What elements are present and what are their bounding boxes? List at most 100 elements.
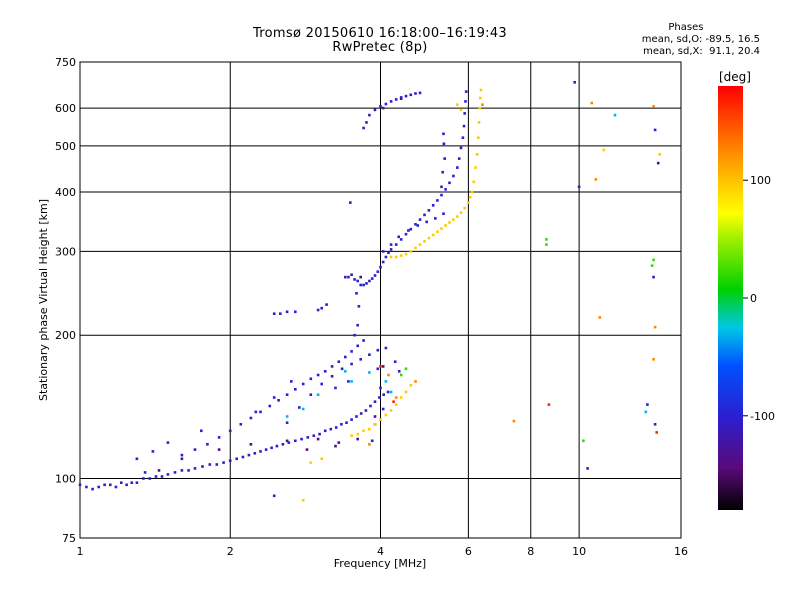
echo-point [373,400,377,403]
echo-point [368,279,371,283]
echo-point [193,448,197,451]
echo-point [594,178,598,181]
colorbar-label: [deg] [719,70,751,84]
y-tick-label: 600 [55,102,76,115]
echo-point [318,432,321,436]
echo-point [423,213,426,217]
echo-point [166,441,170,444]
echo-point [97,485,100,489]
x-tick-label: 8 [527,545,534,558]
echo-point [228,459,232,462]
echo-point [431,204,435,207]
echo-point [379,386,382,390]
echo-point [418,91,422,95]
echo-point [389,100,393,103]
echo-point [613,113,617,117]
echo-point [376,367,380,371]
echo-point [368,113,371,117]
echo-point [404,252,408,256]
echo-point [355,415,358,418]
echo-point [384,255,388,259]
echo-point [394,98,398,101]
echo-point [359,275,362,279]
echo-point [180,457,184,461]
echo-point [389,409,393,412]
echo-point [459,146,463,150]
echo-point [440,193,443,197]
echo-point [462,124,466,128]
echo-point [373,423,377,426]
echo-point [350,418,353,421]
echo-point [414,223,417,226]
echo-point [135,481,139,484]
y-tick-label: 750 [55,56,76,69]
echo-point [590,101,594,105]
colorbar-tick-label: -100 [750,410,775,423]
echo-point [350,350,353,353]
echo-point [301,499,305,502]
echo-point [323,370,327,373]
echo-point [148,477,152,480]
echo-point [368,371,371,374]
echo-point [294,388,297,391]
echo-point [290,380,293,383]
echo-point [309,393,313,396]
echo-point [368,353,371,356]
echo-point [456,103,459,106]
echo-point [316,308,320,312]
echo-point [114,485,118,489]
echo-point [222,461,225,464]
echo-point [463,112,466,115]
echo-point [646,403,649,406]
echo-point [472,180,475,184]
echo-point [340,423,343,426]
echo-point [653,128,657,132]
echo-point [459,108,463,112]
y-tick-label: 200 [55,329,76,342]
echo-point [393,360,397,363]
echo-point [120,481,123,484]
echo-point [330,375,334,378]
echo-point [344,355,347,359]
echo-point [259,450,262,453]
echo-point [573,81,576,84]
echo-point [414,380,417,383]
echo-point [378,396,381,399]
echo-point [285,439,289,443]
phase-stats-title: Phases [668,22,704,33]
echo-point [382,393,385,396]
echo-point [547,403,551,406]
echo-point [655,431,658,434]
echo-point [208,463,212,466]
echo-point [478,106,481,110]
x-tick-label: 10 [572,545,586,558]
echo-point [217,448,221,451]
phase-statistics: Phases mean, sd,O: -89.5, 16.5 mean, sd,… [642,22,760,58]
echo-point [399,97,403,100]
echo-point [235,457,238,461]
echo-point [459,211,463,214]
echo-point [379,418,382,421]
echo-point [364,409,368,412]
echo-point [650,264,654,267]
echo-point [277,399,280,402]
echo-point [340,367,344,371]
echo-point [350,273,353,276]
echo-point [329,427,333,431]
echo-point [440,185,443,189]
echo-point [279,312,282,315]
echo-point [268,404,272,408]
echo-point [423,240,426,243]
echo-point [247,453,251,457]
echo-point [320,382,323,386]
echo-point [386,390,390,394]
echo-point [394,396,398,399]
echo-point [254,410,258,414]
echo-point [350,380,353,383]
echo-point [425,220,428,224]
echo-point [409,384,413,387]
echo-point [356,437,359,441]
echo-point [301,382,305,386]
y-tick-label: 100 [55,473,76,486]
echo-point [399,238,403,241]
